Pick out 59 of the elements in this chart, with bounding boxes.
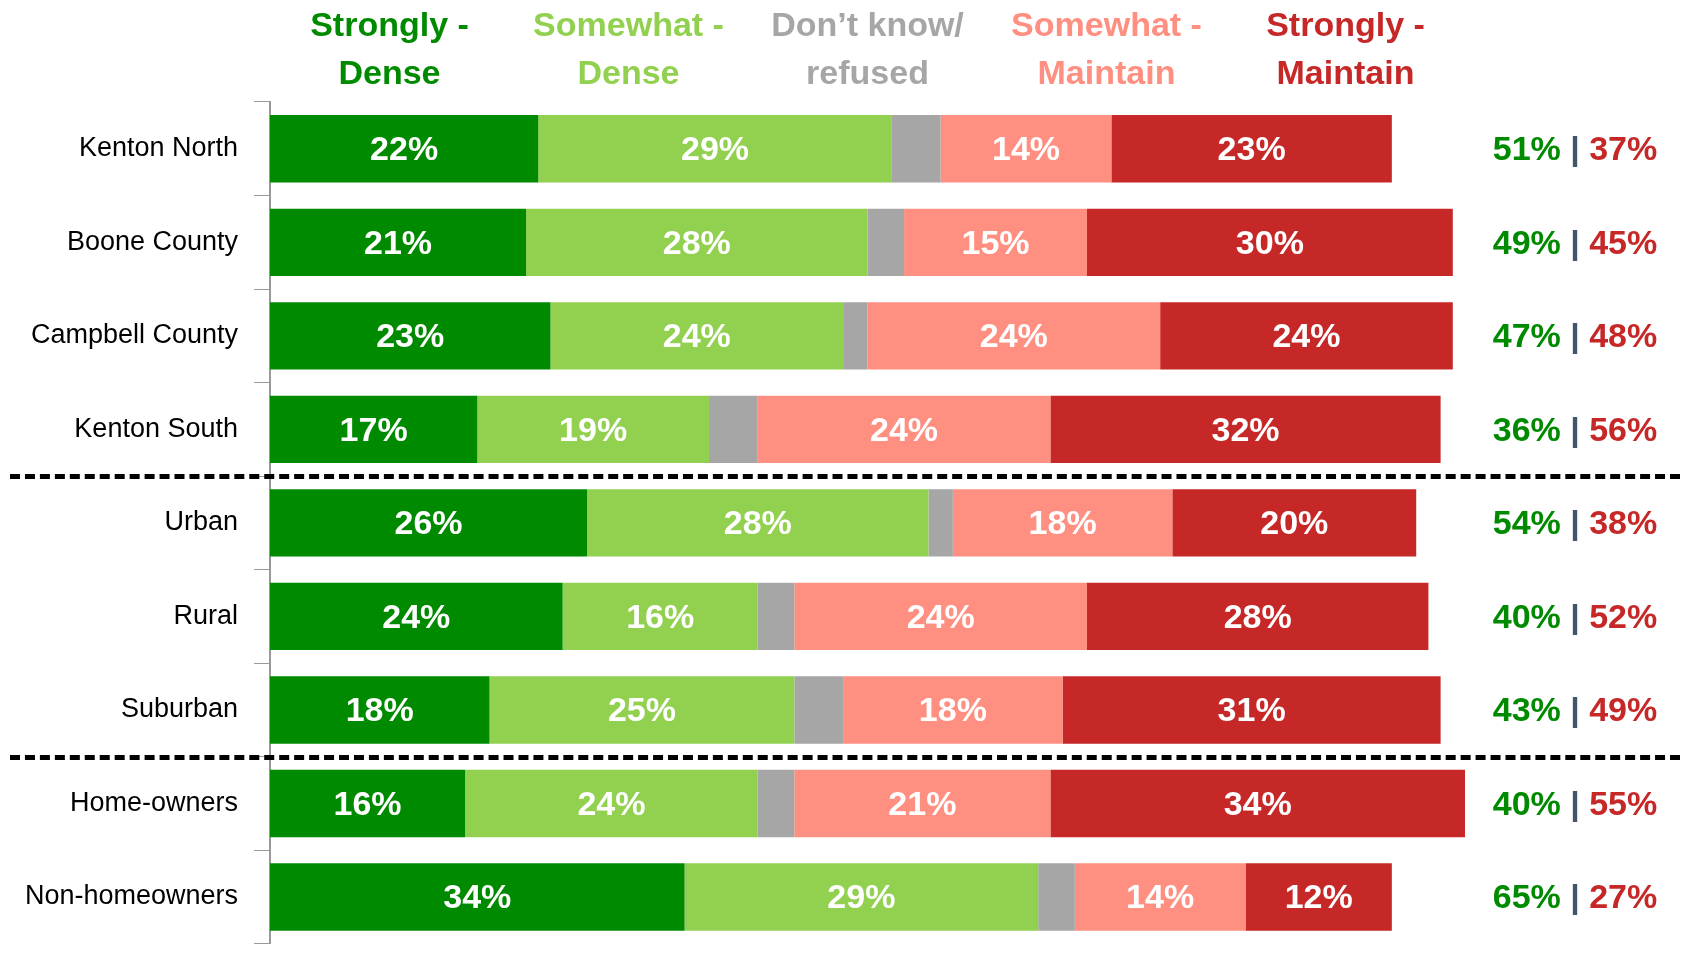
y-tick-label: Rural xyxy=(173,599,238,630)
data-label: 16% xyxy=(626,596,695,635)
data-label: 16% xyxy=(333,783,402,822)
y-tick-label: Urban xyxy=(164,506,238,537)
series-label: Strongly - Dense xyxy=(309,4,470,93)
data-label: 15% xyxy=(961,222,1030,261)
data-label: 24% xyxy=(870,409,939,448)
data-label: 24% xyxy=(1272,316,1341,355)
total-label: 40% | 52% xyxy=(1492,596,1658,635)
data-label: 31% xyxy=(1217,690,1286,729)
data-label: 34% xyxy=(1223,783,1292,822)
y-tick-label: Kenton South xyxy=(74,412,238,443)
data-label: 18% xyxy=(918,690,987,729)
data-label: 28% xyxy=(662,222,731,261)
y-tick-label: Suburban xyxy=(120,693,238,724)
total-label: 40% | 55% xyxy=(1492,783,1658,822)
data-label: 24% xyxy=(979,316,1048,355)
data-label: 23% xyxy=(1217,129,1286,168)
total-label: 47% | 48% xyxy=(1492,316,1658,355)
total-label: 43% | 49% xyxy=(1492,690,1658,729)
data-label: 30% xyxy=(1235,222,1304,261)
series-label: Somewhat - Maintain xyxy=(1010,4,1203,93)
y-tick-label: Kenton North xyxy=(78,132,238,163)
y-tick-label: Campbell County xyxy=(30,319,239,350)
data-label: 18% xyxy=(1028,503,1097,542)
y-tick-label: Home-owners xyxy=(69,786,238,817)
data-label: 12% xyxy=(1284,877,1353,916)
data-label: 17% xyxy=(339,409,408,448)
data-label: 28% xyxy=(723,503,792,542)
data-label: 26% xyxy=(394,503,463,542)
data-label: 23% xyxy=(376,316,445,355)
data-label: 22% xyxy=(370,129,439,168)
data-label: 19% xyxy=(559,409,628,448)
data-label: 29% xyxy=(681,129,750,168)
data-label: 21% xyxy=(364,222,433,261)
data-label: 21% xyxy=(888,783,957,822)
data-label: 18% xyxy=(345,690,414,729)
data-label: 24% xyxy=(577,783,646,822)
total-label: 36% | 56% xyxy=(1492,409,1658,448)
total-label: 54% | 38% xyxy=(1492,503,1658,542)
data-label: 32% xyxy=(1211,409,1280,448)
y-tick-label: Non-homeowners xyxy=(24,880,238,911)
total-label: 49% | 45% xyxy=(1492,222,1658,261)
total-label: 65% | 27% xyxy=(1492,877,1658,916)
data-label: 29% xyxy=(827,877,896,916)
data-label: 28% xyxy=(1223,596,1292,635)
data-label: 34% xyxy=(443,877,512,916)
data-label: 24% xyxy=(662,316,731,355)
data-label: 24% xyxy=(382,596,451,635)
series-label: Strongly - Maintain xyxy=(1265,4,1426,93)
series-label: Somewhat - Dense xyxy=(532,4,725,93)
data-label: 14% xyxy=(991,129,1061,168)
total-label: 51% | 37% xyxy=(1492,129,1658,168)
data-label: 25% xyxy=(607,690,676,729)
data-label: 14% xyxy=(1126,877,1195,916)
data-label: 20% xyxy=(1260,503,1329,542)
data-label: 24% xyxy=(906,596,975,635)
y-tick-label: Boone County xyxy=(66,225,239,256)
series-label: Don’t know/ refused xyxy=(770,4,965,93)
